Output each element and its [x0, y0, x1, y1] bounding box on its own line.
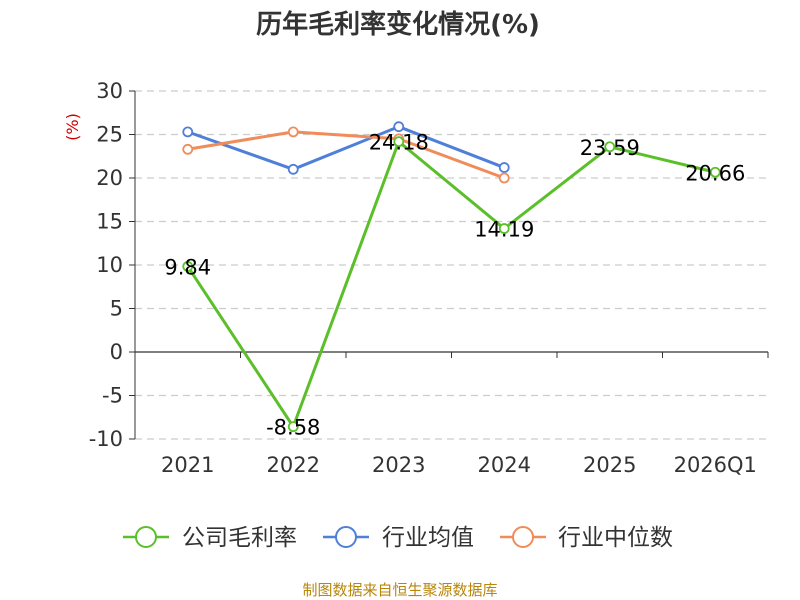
data-point: [182, 143, 194, 155]
data-label: 24.18: [369, 131, 429, 155]
data-point: [393, 136, 405, 148]
y-axis-label: (%): [63, 113, 82, 141]
legend[interactable]: 公司毛利率 行业均值 行业中位数: [123, 525, 673, 551]
data-point: [182, 260, 194, 272]
source-note: 制图数据来自恒生聚源数据库: [302, 581, 497, 599]
series-line: [186, 140, 716, 429]
chart-title: 历年毛利率变化情况(%): [256, 9, 540, 40]
y-tick-label: 30: [96, 79, 123, 103]
series-line: [187, 125, 505, 171]
data-label: 23.59: [580, 136, 640, 160]
data-label: 14.19: [474, 218, 534, 242]
data-point: [498, 162, 510, 173]
data-point: [287, 421, 299, 433]
data-point: [604, 141, 616, 153]
y-tick-label: 20: [96, 166, 123, 190]
y-tick-label: 15: [96, 210, 123, 234]
legend-marker: [335, 526, 357, 548]
y-tick-label: -10: [89, 427, 123, 451]
data-label: -8.58: [266, 416, 320, 440]
x-tick-label: 2021: [161, 453, 214, 477]
data-labels: 9.84 -8.58 24.18 14.19 23.59 20.66: [164, 131, 745, 440]
grid: [135, 90, 768, 440]
x-tick-label: 2022: [267, 453, 320, 477]
y-tick-label: -5: [102, 384, 123, 408]
legend-label: 公司毛利率: [182, 525, 297, 551]
legend-marker: [135, 526, 157, 548]
x-tick-label: 2024: [478, 453, 531, 477]
x-tick-label: 2023: [372, 453, 425, 477]
data-point: [709, 166, 721, 178]
x-axis: 2021 2022 2023 2024 2025 2026Q1: [134, 351, 769, 477]
data-point: [393, 121, 405, 133]
legend-label: 行业中位数: [558, 525, 673, 551]
x-tick-label: 2026Q1: [674, 453, 757, 477]
data-point: [182, 126, 194, 138]
legend-marker: [512, 526, 534, 548]
data-point: [498, 223, 510, 234]
data-point: [287, 126, 299, 138]
x-tick-label: 2025: [583, 453, 636, 477]
data-label: 9.84: [164, 255, 211, 279]
y-tick-label: 0: [110, 340, 123, 364]
y-tick-label: 10: [96, 253, 123, 277]
y-tick-label: 5: [110, 297, 123, 321]
series-group: [182, 121, 721, 433]
legend-label: 行业均值: [382, 525, 474, 551]
y-ticks: 30 25 20 15 10 5 0 -5 -10: [89, 79, 136, 451]
data-point: [287, 163, 299, 175]
y-tick-label: 25: [96, 123, 123, 147]
data-point: [498, 172, 510, 184]
data-label: 20.66: [685, 161, 745, 185]
series-line: [187, 130, 505, 180]
